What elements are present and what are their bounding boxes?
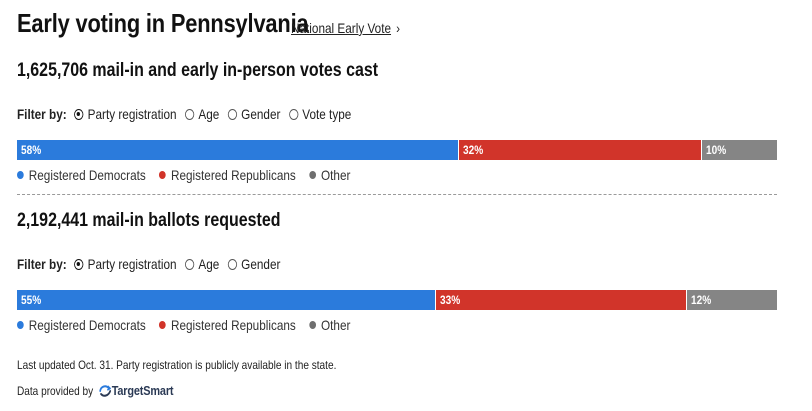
radio-icon[interactable] (184, 108, 195, 120)
bar-segment-republicans: 33% (435, 290, 686, 310)
filter-label: Filter by: (17, 256, 67, 272)
bar-segment-democrats: 55% (17, 290, 435, 310)
legend-dot-icon (17, 171, 24, 179)
votes-cast-legend: Registered Democrats Registered Republic… (17, 167, 430, 183)
filter-option-gender[interactable]: Gender (227, 106, 280, 122)
ballots-requested-heading: 2,192,441 mail-in ballots requested (17, 210, 281, 231)
legend-dot-icon (159, 171, 166, 179)
filter-option-vote-type[interactable]: Vote type (288, 106, 351, 122)
filter-option-age[interactable]: Age (184, 256, 219, 272)
legend-dot-icon (309, 171, 316, 179)
targetsmart-logo[interactable]: TargetSmart (98, 383, 174, 398)
radio-icon[interactable] (227, 108, 237, 120)
legend-item-other: Other (309, 317, 350, 333)
national-early-vote-link-label[interactable]: National Early Vote (291, 20, 392, 36)
legend-item-republicans: Registered Republicans (159, 167, 296, 183)
targetsmart-logo-icon (99, 384, 111, 397)
bar-segment-other: 10% (700, 140, 777, 160)
radio-selected-icon[interactable] (74, 258, 84, 270)
bar-segment-republicans: 32% (457, 140, 701, 160)
filter-option-gender[interactable]: Gender (227, 256, 280, 272)
chevron-right-icon: › (396, 20, 400, 36)
legend-item-other: Other (309, 167, 350, 183)
votes-cast-party-bar: 58% 32% 10% (17, 140, 777, 160)
ballots-requested-party-bar: 55% 33% 12% (17, 290, 777, 310)
legend-item-democrats: Registered Democrats (17, 317, 146, 333)
ballots-requested-filter: Filter by: Party registration Age Gender (17, 256, 341, 272)
radio-icon[interactable] (184, 258, 195, 270)
bar-segment-democrats: 58% (17, 140, 458, 160)
legend-dot-icon (309, 321, 316, 329)
filter-option-party-registration[interactable]: Party registration (74, 256, 177, 272)
filter-option-party-registration[interactable]: Party registration (74, 106, 177, 122)
section-divider (17, 194, 777, 195)
legend-item-republicans: Registered Republicans (159, 317, 296, 333)
data-provider: Data provided by TargetSmart (17, 383, 203, 398)
page-title: Early voting in Pennsylvania (17, 8, 309, 38)
filter-label: Filter by: (17, 106, 67, 122)
radio-icon[interactable] (288, 108, 299, 120)
radio-selected-icon[interactable] (74, 108, 84, 120)
ballots-requested-legend: Registered Democrats Registered Republic… (17, 317, 430, 333)
legend-item-democrats: Registered Democrats (17, 167, 146, 183)
legend-dot-icon (17, 321, 24, 329)
last-updated-note: Last updated Oct. 31. Party registration… (17, 358, 337, 372)
votes-cast-filter: Filter by: Party registration Age Gender… (17, 106, 425, 122)
national-early-vote-link[interactable]: National Early Vote › (291, 20, 421, 36)
filter-option-age[interactable]: Age (184, 106, 219, 122)
bar-segment-other: 12% (685, 290, 777, 310)
data-provider-label: Data provided by (17, 383, 94, 398)
votes-cast-heading: 1,625,706 mail-in and early in-person vo… (17, 60, 379, 81)
legend-dot-icon (159, 321, 166, 329)
targetsmart-logo-text: TargetSmart (111, 383, 174, 398)
radio-icon[interactable] (227, 258, 237, 270)
